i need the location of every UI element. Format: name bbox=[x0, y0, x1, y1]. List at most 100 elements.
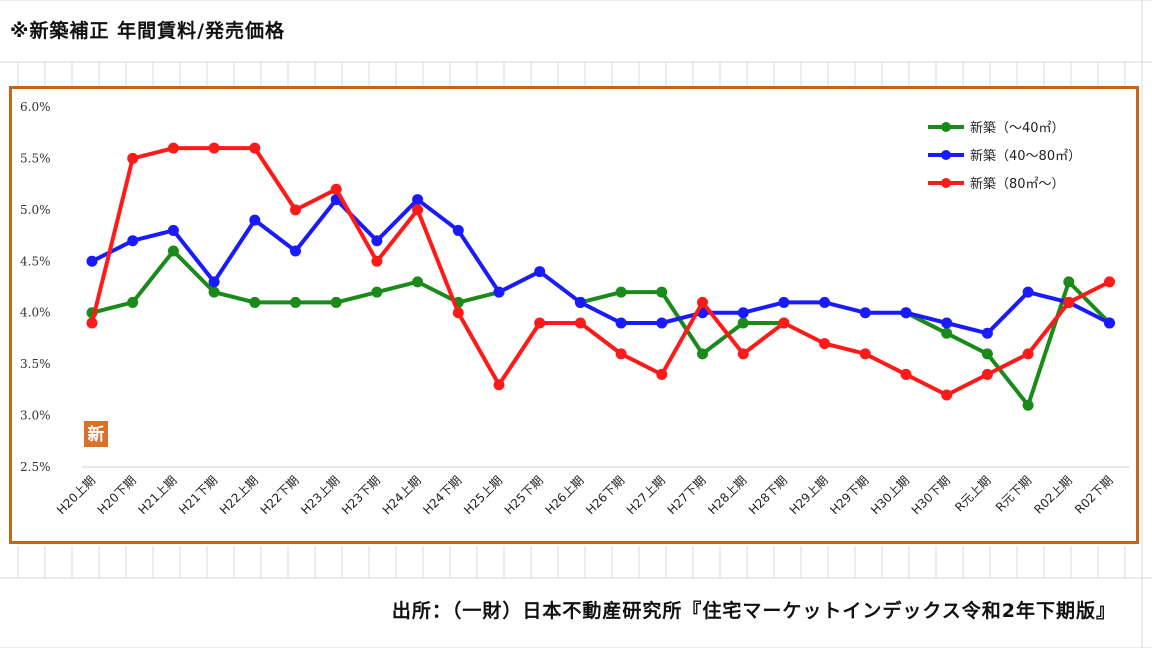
data-point bbox=[371, 255, 383, 267]
series-line bbox=[905, 279, 1111, 408]
data-point bbox=[1022, 399, 1034, 411]
data-point bbox=[656, 368, 668, 380]
data-point bbox=[1104, 317, 1115, 329]
x-tick-label: H30下期 bbox=[909, 473, 953, 517]
x-tick-label: R02上期 bbox=[1031, 473, 1075, 517]
data-point bbox=[493, 286, 505, 298]
data-point bbox=[412, 276, 424, 288]
y-tick-label: 3.5% bbox=[20, 357, 51, 371]
x-tick-label: R02下期 bbox=[1072, 473, 1116, 517]
y-tick-label: 2.5% bbox=[20, 460, 51, 474]
source-note: 出所：（一財）日本不動産研究所『住宅マーケットインデックス令和2年下期版』 bbox=[387, 596, 1120, 623]
x-tick-label: H20上期 bbox=[54, 473, 98, 517]
data-point bbox=[615, 348, 627, 360]
data-point bbox=[534, 266, 546, 278]
data-point bbox=[127, 152, 139, 164]
data-point bbox=[737, 348, 749, 360]
page-title: ※新築補正 年間賃料/発売価格 bbox=[6, 16, 290, 43]
x-tick-label: H30上期 bbox=[868, 473, 912, 517]
series-line bbox=[90, 146, 1111, 397]
data-point bbox=[1022, 348, 1034, 360]
data-point bbox=[290, 296, 301, 308]
y-tick-label: 4.5% bbox=[20, 254, 51, 268]
data-point bbox=[371, 286, 383, 298]
data-point bbox=[1063, 296, 1075, 308]
x-tick-label: H24上期 bbox=[380, 473, 424, 517]
data-point bbox=[290, 245, 301, 257]
y-tick-label: 3.0% bbox=[20, 409, 51, 423]
data-point bbox=[371, 235, 383, 247]
data-point bbox=[981, 348, 993, 360]
y-tick-label: 4.0% bbox=[20, 306, 51, 320]
x-tick-label: H20下期 bbox=[95, 473, 139, 517]
data-point bbox=[574, 296, 586, 308]
chart-frame: 2.5% 3.0% 3.5% 4.0% 4.5% 5.0% 5.5% 6.0% H20上期 H20… bbox=[9, 86, 1139, 544]
data-point bbox=[208, 142, 220, 154]
x-tick-label: H26下期 bbox=[583, 473, 627, 517]
x-tick-label: H21下期 bbox=[176, 473, 220, 517]
data-point bbox=[737, 307, 749, 319]
legend-label: 新築（80㎡～） bbox=[970, 176, 1065, 192]
data-point bbox=[1104, 276, 1115, 288]
data-point bbox=[737, 317, 749, 329]
x-tick-label: H24下期 bbox=[420, 473, 464, 517]
data-point bbox=[941, 389, 953, 401]
data-point bbox=[1022, 286, 1034, 298]
x-tick-label: H22上期 bbox=[217, 473, 261, 517]
data-point bbox=[249, 296, 261, 308]
legend-swatch-marker bbox=[941, 178, 951, 188]
data-point bbox=[412, 204, 424, 216]
data-point bbox=[127, 296, 139, 308]
data-point bbox=[900, 368, 912, 380]
x-tick-label: H21上期 bbox=[135, 473, 179, 517]
data-point bbox=[127, 235, 139, 247]
data-point bbox=[859, 307, 871, 319]
line-chart: 2.5% 3.0% 3.5% 4.0% 4.5% 5.0% 5.5% 6.0% H20上期H20… bbox=[20, 100, 1130, 517]
y-tick-label: 5.0% bbox=[20, 203, 51, 217]
data-point bbox=[167, 245, 179, 257]
x-tick-label: H23上期 bbox=[298, 473, 342, 517]
data-point bbox=[900, 307, 912, 319]
legend-label: 新築（40～80㎡） bbox=[970, 148, 1081, 164]
data-point bbox=[493, 379, 505, 391]
data-point bbox=[452, 307, 464, 319]
data-point bbox=[249, 142, 261, 154]
data-point bbox=[656, 286, 668, 298]
x-tick-label: H28上期 bbox=[705, 473, 749, 517]
data-point bbox=[330, 183, 342, 195]
series-line bbox=[91, 197, 1111, 336]
data-point bbox=[167, 142, 179, 154]
data-point bbox=[574, 317, 586, 329]
x-tick-label: H27下期 bbox=[665, 473, 709, 517]
data-point bbox=[819, 296, 831, 308]
data-point bbox=[208, 276, 220, 288]
data-point bbox=[452, 224, 464, 236]
data-point bbox=[859, 348, 871, 360]
data-point bbox=[1063, 276, 1075, 288]
x-tick-label: H23下期 bbox=[339, 473, 383, 517]
x-tick-label: H26上期 bbox=[542, 473, 586, 517]
x-tick-label: H27上期 bbox=[624, 473, 668, 517]
data-point bbox=[941, 317, 953, 329]
data-point bbox=[697, 296, 708, 308]
data-point bbox=[249, 214, 261, 226]
data-point bbox=[615, 286, 627, 298]
data-point bbox=[981, 327, 993, 339]
x-tick-label: H25下期 bbox=[502, 473, 546, 517]
new-badge-box bbox=[84, 421, 108, 447]
data-point bbox=[534, 317, 546, 329]
data-point bbox=[778, 317, 790, 329]
x-tick-label: H29上期 bbox=[787, 473, 831, 517]
data-point bbox=[290, 204, 301, 216]
data-point bbox=[412, 194, 424, 206]
legend-label: 新築（～40㎡） bbox=[970, 120, 1065, 136]
data-point bbox=[330, 296, 342, 308]
data-point bbox=[778, 296, 790, 308]
data-point bbox=[697, 348, 708, 360]
data-point bbox=[167, 224, 179, 236]
x-tick-label: H29下期 bbox=[827, 473, 871, 517]
data-point bbox=[656, 317, 668, 329]
x-tick-label: R元下期 bbox=[993, 473, 1034, 514]
data-point bbox=[941, 327, 953, 339]
